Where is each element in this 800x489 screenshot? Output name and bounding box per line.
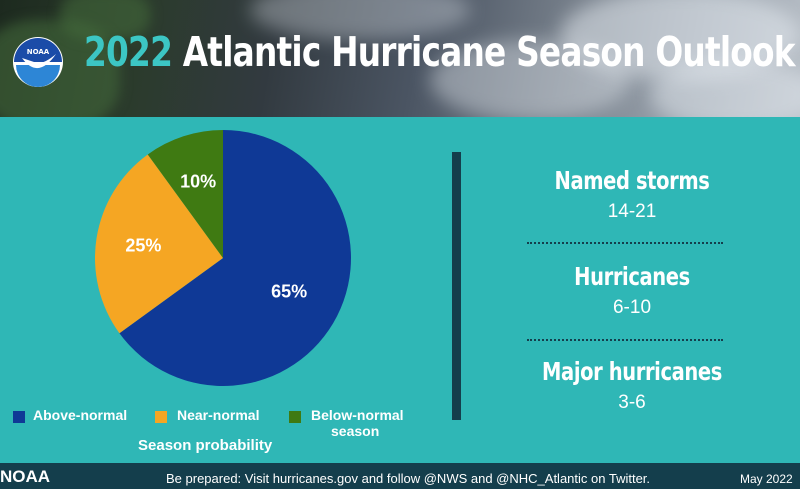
legend-label-below-normal: Below-normal (311, 407, 404, 423)
title-text: Atlantic Hurricane Season Outlook (182, 28, 796, 76)
pie-slice-near-normal (95, 154, 223, 334)
stat-label-hurricanes: Hurricanes (574, 262, 690, 291)
pie-label-below-normal: 10% (180, 171, 216, 191)
legend-label-near-normal: Near-normal (177, 407, 260, 423)
stat-separator (527, 242, 723, 244)
footer-bar: NOAA Be prepared: Visit hurricanes.gov a… (0, 463, 800, 489)
stat-value-hurricanes: 6-10 (612, 297, 652, 318)
chart-title: Season probability (138, 437, 273, 454)
noaa-logo-icon: NOAA (13, 37, 63, 87)
pie-label-near-normal: 25% (125, 235, 161, 255)
stat-label-major-hurricanes: Major hurricanes (542, 357, 722, 386)
page-title: 2022 Atlantic Hurricane Season Outlook (84, 28, 796, 76)
legend-label-above-normal: Above-normal (33, 407, 128, 423)
stat-label-named-storms: Named storms (554, 166, 710, 195)
pie-slice-below-normal (147, 130, 223, 258)
footer-org: NOAA (0, 467, 51, 486)
pie-slice-labels: 65% 25% 10% (125, 171, 307, 301)
legend-swatch-below-normal (289, 411, 301, 423)
pie-slices (95, 130, 351, 387)
vertical-divider (452, 152, 461, 420)
pie-label-above-normal: 65% (271, 282, 307, 302)
legend-swatch-above-normal (13, 411, 25, 423)
stat-value-major-hurricanes: 3-6 (618, 392, 646, 413)
header-banner: NOAA 2022 Atlantic Hurricane Season Outl… (0, 0, 800, 117)
title-year: 2022 (84, 28, 173, 76)
pie-slice-above-normal (119, 130, 351, 387)
footer-date: May 2022 (740, 472, 793, 486)
logo-text: NOAA (27, 48, 50, 56)
footer-message: Be prepared: Visit hurricanes.gov and fo… (166, 471, 651, 486)
stat-separator (527, 339, 723, 341)
legend-label-season: season (331, 423, 380, 439)
stat-value-named-storms: 14-21 (607, 201, 657, 222)
legend-swatch-near-normal (155, 411, 167, 423)
pie-chart: 65% 25% 10% (95, 130, 351, 387)
